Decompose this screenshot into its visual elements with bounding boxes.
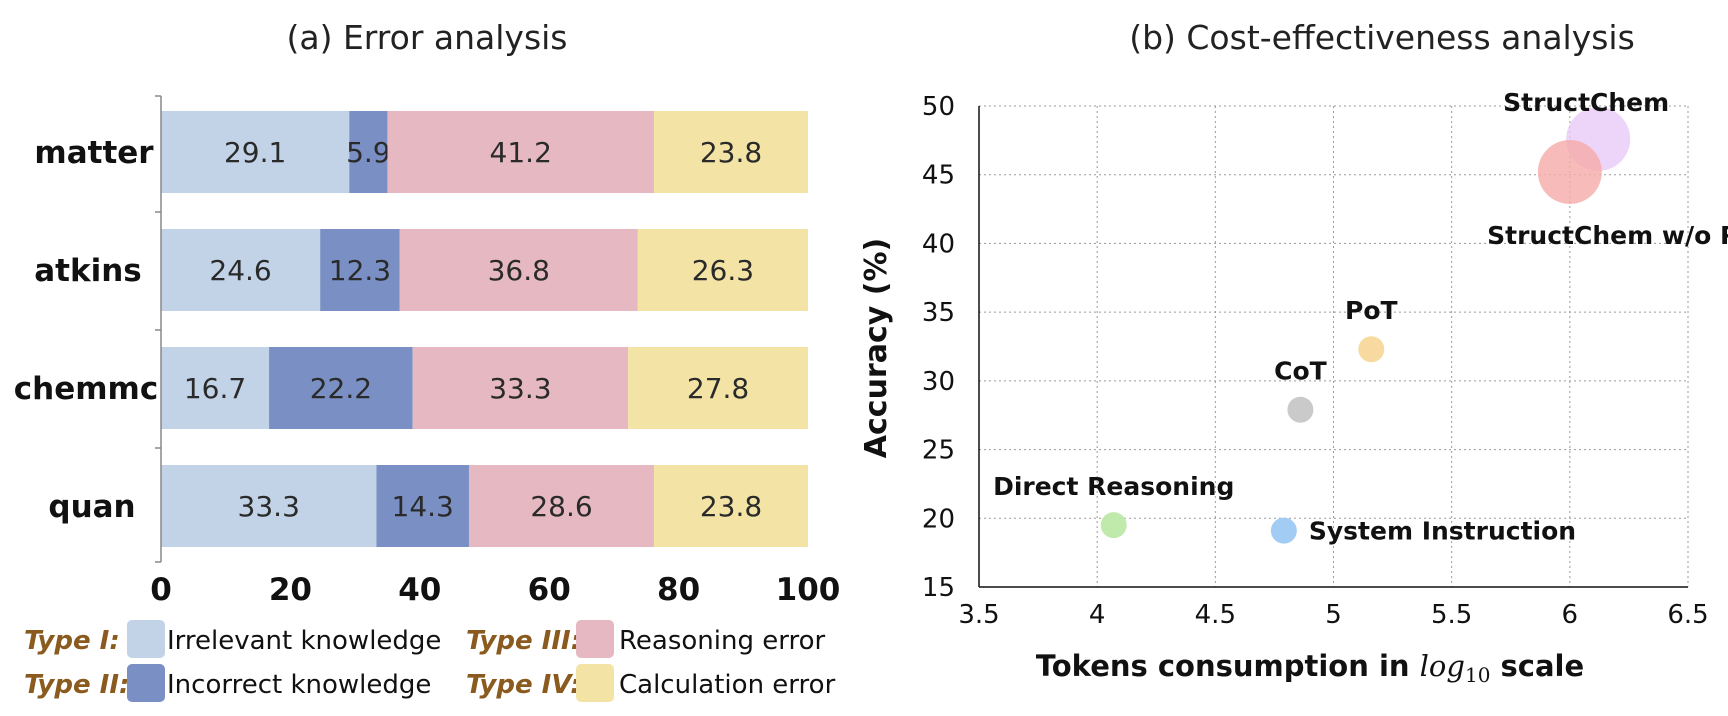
bar-matter-series-3 [387, 111, 655, 193]
legend-swatch-3 [576, 620, 614, 658]
bar-label-matter-series-3: 41.2 [490, 136, 552, 169]
bar-label-chemmc-series-3: 33.3 [489, 372, 551, 405]
y-tick-label-b-0: 15 [922, 573, 955, 603]
x-tick-label-a-0: 0 [150, 572, 172, 608]
legend-name-2: Incorrect knowledge [167, 670, 431, 700]
bar-chemmc-series-3 [412, 347, 629, 429]
x-tick-label-a-4: 80 [657, 572, 700, 608]
x-tick-label-b-3: 5 [1325, 600, 1342, 630]
scatter-points: Direct Reasoning System Instruction CoT PoT… [993, 88, 1728, 546]
bar-label-matter-series-4: 23.8 [700, 136, 762, 169]
bar-atkins-series-3 [399, 229, 638, 311]
x-axis-a: 0 20 40 60 80 100 [150, 95, 841, 608]
point-2 [1287, 396, 1314, 423]
x-axis-label-prefix: Tokens consumption in [1036, 649, 1420, 683]
bar-matter-series-1 [161, 111, 350, 193]
x-tick-label-b-6: 6.5 [1667, 600, 1708, 630]
bar-quan-series-4 [654, 465, 808, 547]
bar-quan-series-1 [161, 465, 377, 547]
bar-label-matter-series-1: 29.1 [224, 136, 286, 169]
cost-effectiveness-chart: (b) Cost-effectiveness analysis 3.5 4 4.5 5… [859, 18, 1728, 687]
x-axis-label: Tokens consumption in log10 scale [1036, 649, 1584, 687]
category-label-quan: quan [48, 489, 135, 525]
bar-quan-series-2 [376, 465, 469, 547]
point-1 [1270, 517, 1297, 544]
legend-swatch-2 [127, 664, 165, 702]
bar-label-chemmc-series-4: 27.8 [687, 372, 749, 405]
bar-label-quan-series-4: 23.8 [700, 490, 762, 523]
point-label-1: System Instruction [1309, 517, 1576, 546]
point-label-2: CoT [1274, 357, 1327, 386]
bar-atkins-series-4 [637, 229, 808, 311]
bar-label-atkins-series-3: 36.8 [488, 254, 550, 287]
point-label-5: StructChem w/o PoT [1487, 221, 1728, 250]
cost-effectiveness-title: (b) Cost-effectiveness analysis [1129, 18, 1635, 57]
x-tick-label-b-2: 4.5 [1195, 600, 1236, 630]
point-5 [1537, 139, 1602, 204]
y-tick-label-b-4: 35 [922, 298, 955, 328]
legend-type-label-1: Type I: [24, 626, 120, 656]
bar-label-atkins-series-4: 26.3 [692, 254, 754, 287]
x-tick-label-a-3: 60 [528, 572, 571, 608]
bar-label-quan-series-2: 14.3 [392, 490, 454, 523]
x-tick-label-a-2: 40 [398, 572, 441, 608]
point-0 [1100, 512, 1127, 539]
legend-name-4: Calculation error [619, 670, 836, 700]
legend-type-label-3: Type III: [466, 626, 581, 656]
axes-b: 3.5 4 4.5 5 5.5 6 6.5 15 20 25 30 35 40 45 50 [922, 92, 1709, 630]
error-analysis-title: (a) Error analysis [287, 18, 568, 57]
legend-a: Type I: Irrelevant knowledge Type II: Incor… [24, 620, 836, 702]
bar-label-chemmc-series-2: 22.2 [310, 372, 372, 405]
bar-label-matter-series-2: 5.9 [346, 136, 391, 169]
category-label-atkins: atkins [34, 253, 142, 289]
bar-atkins-series-1 [161, 229, 321, 311]
bar-chemmc-series-1 [161, 347, 270, 429]
x-tick-label-b-5: 6 [1562, 600, 1579, 630]
legend-name-3: Reasoning error [619, 626, 825, 656]
x-tick-label-a-1: 20 [269, 572, 312, 608]
bar-chemmc-series-4 [628, 347, 808, 429]
bar-label-atkins-series-1: 24.6 [209, 254, 271, 287]
point-label-4: StructChem [1503, 88, 1669, 117]
y-tick-label-b-6: 45 [922, 161, 955, 191]
bar-label-quan-series-3: 28.6 [530, 490, 592, 523]
x-tick-label-b-1: 4 [1089, 600, 1106, 630]
x-axis-label-math: log [1420, 649, 1465, 683]
y-tick-label-b-5: 40 [922, 229, 955, 259]
legend-swatch-1 [127, 620, 165, 658]
bar-label-atkins-series-2: 12.3 [329, 254, 391, 287]
x-tick-label-a-5: 100 [776, 572, 841, 608]
x-tick-label-b-4: 5.5 [1431, 600, 1472, 630]
x-axis-label-suffix: scale [1490, 649, 1584, 683]
y-tick-label-b-1: 20 [922, 504, 955, 534]
y-axis-label: Accuracy (%) [859, 238, 894, 458]
legend-name-1: Irrelevant knowledge [167, 626, 441, 656]
y-tick-label-b-7: 50 [922, 92, 955, 122]
legend-type-label-2: Type II: [24, 670, 129, 700]
bar-atkins-series-2 [320, 229, 400, 311]
bar-matter-series-2 [349, 111, 388, 193]
bar-label-quan-series-1: 33.3 [238, 490, 300, 523]
y-tick-label-b-3: 30 [922, 367, 955, 397]
category-label-chemmc: chemmc [14, 371, 158, 407]
y-tick-label-b-2: 25 [922, 436, 955, 466]
point-label-3: PoT [1345, 296, 1398, 325]
x-tick-label-b-0: 3.5 [958, 600, 999, 630]
category-labels: matter atkins chemmc quan [14, 135, 158, 525]
legend-type-label-4: Type IV: [466, 670, 581, 700]
bar-chemmc-series-2 [269, 347, 413, 429]
legend-swatch-4 [576, 664, 614, 702]
x-axis-label-sub: 10 [1465, 663, 1490, 687]
error-analysis-chart: (a) Error analysis 29.1 5.9 41.2 23.8 24.6 12… [14, 18, 841, 702]
point-label-0: Direct Reasoning [993, 472, 1234, 501]
bar-label-chemmc-series-1: 16.7 [184, 372, 246, 405]
bar-quan-series-3 [468, 465, 655, 547]
category-label-matter: matter [34, 135, 154, 171]
point-3 [1358, 336, 1385, 363]
bar-matter-series-4 [654, 111, 808, 193]
stacked-bars: 29.1 5.9 41.2 23.8 24.6 12.3 36.8 26.3 16.7 22.2 3… [161, 111, 808, 547]
